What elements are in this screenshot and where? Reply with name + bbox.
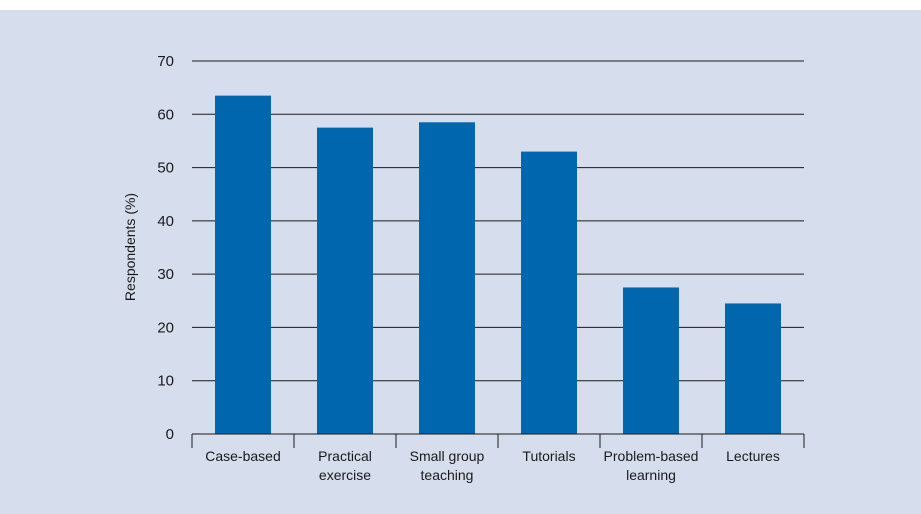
y-tick-label: 20 bbox=[157, 319, 174, 336]
x-tick-label: Lectures bbox=[726, 448, 780, 464]
bar bbox=[317, 127, 373, 434]
x-tick-label: Problem-based learning bbox=[604, 448, 699, 483]
y-tick-label: 50 bbox=[157, 160, 174, 177]
x-tick-label: Case-based bbox=[205, 448, 281, 464]
bar bbox=[521, 151, 577, 435]
y-tick-label: 70 bbox=[157, 53, 174, 70]
bar bbox=[419, 122, 475, 435]
y-tick-label: 40 bbox=[157, 213, 174, 230]
top-bar bbox=[0, 0, 921, 10]
bar bbox=[215, 95, 271, 434]
y-tick-label: 0 bbox=[166, 426, 174, 443]
bar-chart: 0 10 20 30 40 50 60 70 Case-based Practical exerci… bbox=[122, 53, 805, 483]
bar bbox=[725, 303, 781, 434]
axis-layer: 0 10 20 30 40 50 60 70 Case-based Practical exerci… bbox=[157, 53, 805, 483]
x-tick-label: Practical exercise bbox=[318, 448, 372, 483]
x-tick-label: Tutorials bbox=[522, 448, 575, 464]
x-tick-label: Small group teaching bbox=[410, 448, 485, 483]
y-tick-label: 60 bbox=[157, 106, 174, 123]
chart-panel: 0 10 20 30 40 50 60 70 Case-based Practical exerci… bbox=[0, 10, 921, 514]
bar bbox=[623, 287, 679, 434]
bar-layer bbox=[215, 95, 781, 435]
y-tick-label: 30 bbox=[157, 266, 174, 283]
y-axis-label: Respondents (%) bbox=[122, 193, 138, 301]
grid-layer bbox=[192, 60, 804, 382]
y-tick-label: 10 bbox=[157, 373, 174, 390]
